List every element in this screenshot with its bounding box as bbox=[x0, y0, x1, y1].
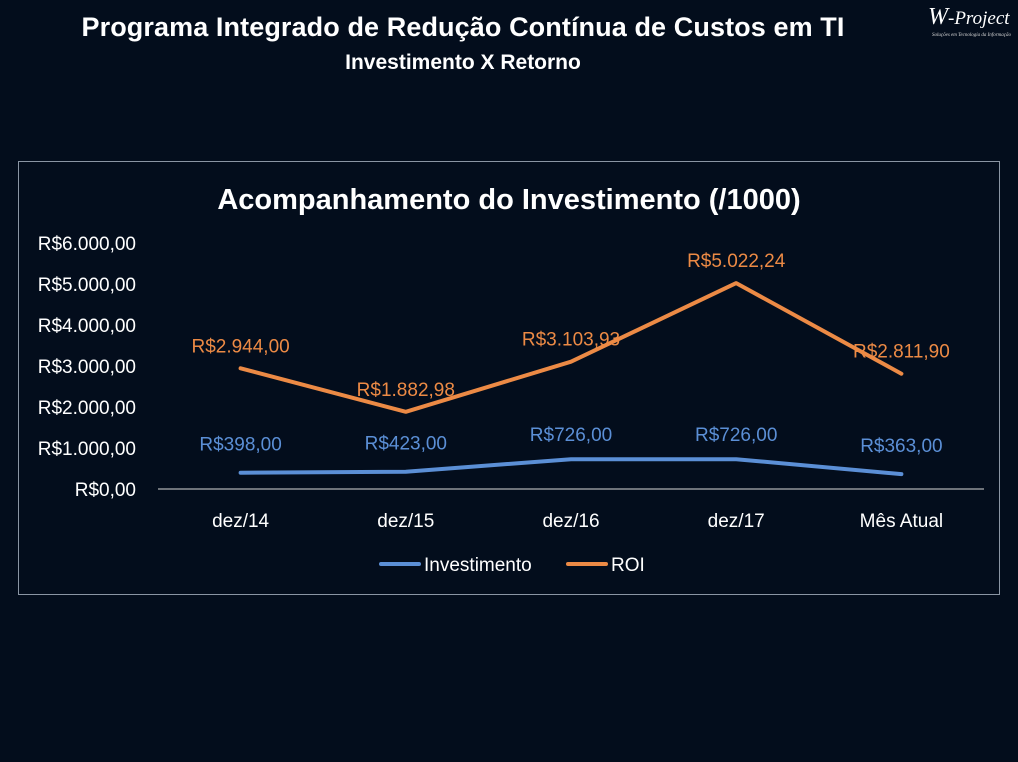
data-label-roi: R$3.103,93 bbox=[522, 330, 620, 351]
w-project-logo: W-Project Soluções em Tecnologia da Info… bbox=[926, 4, 1018, 46]
y-tick-label: R$1.000,00 bbox=[38, 439, 136, 460]
logo-letter: W bbox=[928, 4, 948, 30]
data-label-investimento: R$398,00 bbox=[199, 435, 281, 456]
slide-title: Programa Integrado de Redução Contínua d… bbox=[81, 12, 845, 42]
x-tick-label: dez/16 bbox=[542, 511, 599, 532]
data-label-roi: R$1.882,98 bbox=[357, 380, 455, 401]
y-tick-label: R$0,00 bbox=[75, 480, 136, 501]
data-label-investimento: R$726,00 bbox=[530, 425, 612, 446]
legend-label: ROI bbox=[611, 555, 645, 576]
series-line-investimento bbox=[238, 457, 904, 477]
data-label-roi: R$2.944,00 bbox=[191, 336, 289, 357]
chart-frame bbox=[18, 161, 1000, 595]
data-label-roi: R$5.022,24 bbox=[687, 251, 786, 272]
series-line-roi bbox=[238, 281, 904, 414]
data-label-investimento: R$726,00 bbox=[695, 425, 777, 446]
y-tick-label: R$2.000,00 bbox=[38, 398, 136, 419]
y-tick-label: R$5.000,00 bbox=[38, 275, 136, 296]
data-label-roi: R$2.811,90 bbox=[853, 342, 950, 363]
legend-label: Investimento bbox=[424, 555, 532, 576]
x-tick-label: Mês Atual bbox=[860, 511, 943, 532]
x-tick-label: dez/14 bbox=[212, 511, 269, 532]
x-tick-label: dez/15 bbox=[377, 511, 434, 532]
y-tick-label: R$3.000,00 bbox=[38, 357, 136, 378]
y-tick-label: R$6.000,00 bbox=[38, 234, 136, 255]
logo-wordmark: W-Project bbox=[928, 4, 1010, 31]
data-label-investimento: R$423,00 bbox=[365, 434, 447, 455]
logo-tagline: Soluções em Tecnologia da Informação bbox=[932, 33, 1011, 38]
data-label-investimento: R$363,00 bbox=[860, 436, 942, 457]
slide-subtitle: Investimento X Retorno bbox=[345, 51, 581, 74]
y-tick-label: R$4.000,00 bbox=[38, 316, 136, 337]
x-tick-label: dez/17 bbox=[708, 511, 765, 532]
chart-title: Acompanhamento do Investimento (/1000) bbox=[217, 184, 800, 216]
logo-word: -Project bbox=[948, 8, 1010, 29]
